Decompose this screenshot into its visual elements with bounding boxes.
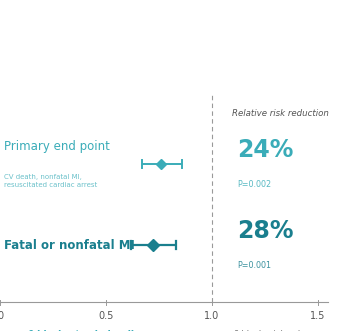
Text: Relative risk reduction: Relative risk reduction xyxy=(232,109,329,118)
Text: 1.5: 1.5 xyxy=(310,311,325,321)
Text: P=0.002: P=0.002 xyxy=(237,180,272,189)
Text: β-blocker/placebo: β-blocker/placebo xyxy=(234,330,309,331)
Text: Figure 1 :: Figure 1 : xyxy=(14,11,70,21)
Text: P=0.001: P=0.001 xyxy=(237,261,271,270)
Text: 1.0: 1.0 xyxy=(204,311,219,321)
Text: 0: 0 xyxy=(0,311,3,321)
Text: Fatal or nonfatal MI: Fatal or nonfatal MI xyxy=(4,239,135,252)
Text: 0.5: 0.5 xyxy=(98,311,114,321)
Text: 28%: 28% xyxy=(237,219,294,243)
Text: CV death, nonfatal MI,
resuscitated cardiac arrest: CV death, nonfatal MI, resuscitated card… xyxy=(4,174,98,188)
Text: L’association de perindopril au bêta-
bloquant permet de réduire le risque
d’évé: L’association de perindopril au bêta- bl… xyxy=(95,5,314,54)
Text: β-blocker/perindopril: β-blocker/perindopril xyxy=(27,330,134,331)
Text: 24%: 24% xyxy=(237,138,294,162)
Text: Primary end point: Primary end point xyxy=(4,140,110,153)
